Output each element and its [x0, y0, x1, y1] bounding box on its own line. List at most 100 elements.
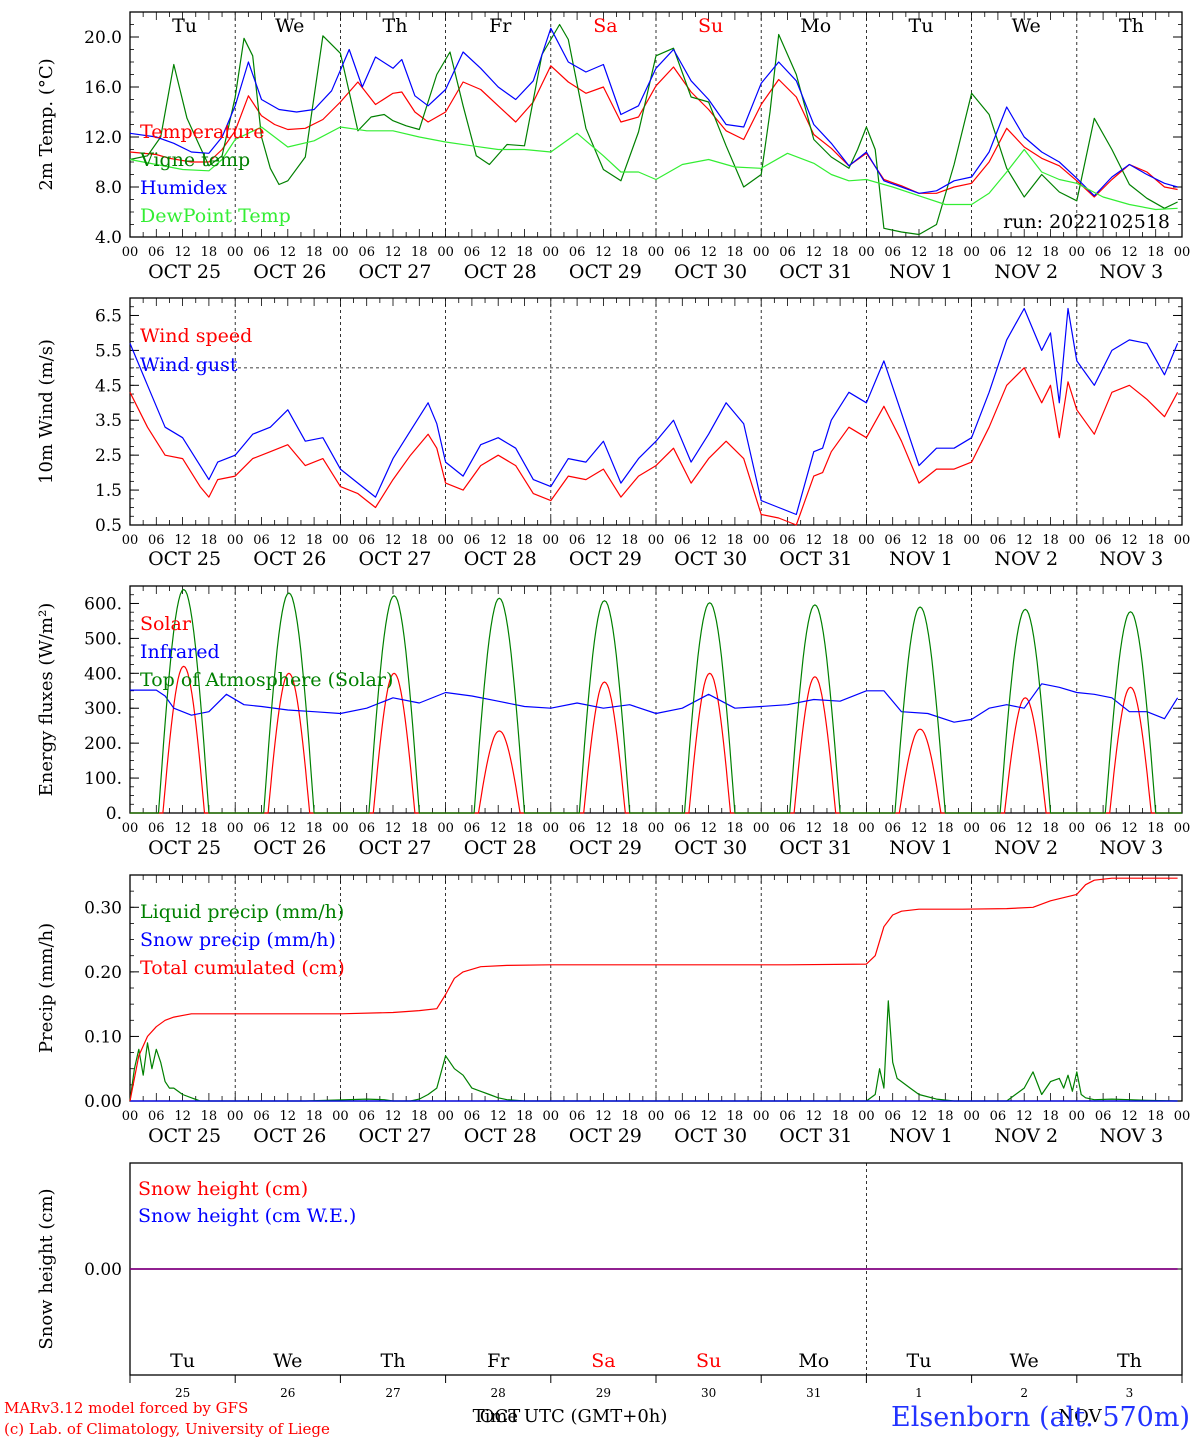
x-hour-label: 12: [385, 245, 402, 260]
legend-entry: Temperature: [140, 121, 264, 143]
x-hour-label: 06: [358, 533, 375, 548]
date-label: OCT 29: [569, 548, 642, 570]
series-line-liquid-precip-mm-h: [129, 1000, 1178, 1102]
x-hour-label: 18: [727, 533, 744, 548]
month-oct-label: OCT: [480, 1406, 521, 1427]
x-hour-label: 18: [937, 1109, 954, 1124]
legend-entry: Snow height (cm W.E.): [138, 1205, 356, 1227]
x-hour-label: 00: [122, 1109, 139, 1124]
x-hour-label: 06: [884, 245, 901, 260]
y-axis-label: 2m Temp. (°C): [36, 58, 57, 190]
y-tick-label: 0.00: [84, 1260, 122, 1280]
y-tick-label: 100.: [84, 769, 122, 789]
y-tick-label: 0.: [106, 804, 122, 824]
x-hour-label: 12: [911, 533, 928, 548]
station-title: Elsenborn (alt. 570m): [891, 1402, 1190, 1433]
x-hour-label: 18: [516, 1109, 533, 1124]
legend-entry: Vigne temp: [139, 149, 250, 171]
day-number-label: 29: [596, 1386, 611, 1400]
date-label: OCT 31: [779, 261, 852, 283]
date-label: OCT 28: [464, 261, 537, 283]
x-hour-label: 00: [227, 1109, 244, 1124]
series-line-top-of-atmosphere-solar: [130, 588, 1182, 814]
y-tick-label: 16.0: [84, 78, 122, 98]
x-hour-label: 00: [543, 821, 560, 836]
date-label: OCT 30: [674, 261, 747, 283]
legend-entry: Snow precip (mm/h): [140, 929, 336, 951]
x-hour-label: 18: [832, 1109, 849, 1124]
weekday-label: Th: [383, 15, 408, 37]
x-hour-label: 06: [358, 245, 375, 260]
x-hour-label: 00: [437, 1109, 454, 1124]
x-hour-label: 06: [990, 1109, 1007, 1124]
x-hour-label: 00: [963, 821, 980, 836]
x-hour-label: 00: [122, 245, 139, 260]
date-label: OCT 26: [253, 1125, 326, 1147]
x-hour-label: 00: [1174, 245, 1191, 260]
x-hour-label: 00: [858, 821, 875, 836]
x-hour-label: 12: [490, 533, 507, 548]
weekday-label: Fr: [489, 15, 512, 37]
x-hour-label: 12: [911, 245, 928, 260]
x-hour-label: 00: [437, 245, 454, 260]
x-hour-label: 18: [201, 821, 218, 836]
x-hour-label: 06: [569, 533, 586, 548]
x-hour-label: 18: [411, 1109, 428, 1124]
x-hour-label: 00: [858, 1109, 875, 1124]
x-hour-label: 06: [464, 821, 481, 836]
x-hour-label: 12: [700, 1109, 717, 1124]
x-hour-label: 00: [1069, 821, 1086, 836]
x-hour-label: 12: [595, 1109, 612, 1124]
x-hour-label: 00: [963, 533, 980, 548]
x-hour-label: 12: [806, 533, 823, 548]
x-hour-label: 06: [464, 533, 481, 548]
panel-wind: 0.5 1.5 2.5 3.5 4.5 5.5 6.5 10m Wind (m/s) 00 06 1…: [36, 297, 1190, 570]
date-label: OCT 26: [253, 261, 326, 283]
y-tick-label: 6.5: [95, 306, 122, 326]
date-label: NOV 3: [1100, 1125, 1164, 1147]
x-hour-label: 12: [595, 821, 612, 836]
x-hour-label: 18: [201, 533, 218, 548]
x-hour-label: 12: [806, 1109, 823, 1124]
y-tick-label: 0.10: [84, 1027, 122, 1047]
x-hour-label: 00: [122, 821, 139, 836]
x-hour-label: 12: [1016, 533, 1033, 548]
y-tick-label: 1.5: [95, 481, 122, 501]
weekday-label: Tu: [170, 1350, 195, 1372]
x-hour-label: 06: [464, 1109, 481, 1124]
x-hour-label: 00: [543, 245, 560, 260]
x-hour-label: 06: [779, 1109, 796, 1124]
x-hour-label: 12: [280, 1109, 297, 1124]
x-hour-label: 18: [621, 245, 638, 260]
day-number-label: 25: [175, 1386, 190, 1400]
legend-entry: Liquid precip (mm/h): [140, 901, 344, 923]
x-hour-label: 00: [332, 533, 349, 548]
weekday-label: We: [1010, 1350, 1039, 1372]
day-number-label: 3: [1126, 1386, 1134, 1400]
x-hour-label: 18: [201, 1109, 218, 1124]
x-hour-label: 06: [990, 821, 1007, 836]
x-hour-label: 00: [227, 533, 244, 548]
series-line-humidex: [129, 27, 1178, 197]
date-label: NOV 1: [889, 837, 953, 859]
x-hour-label: 18: [306, 821, 323, 836]
x-hour-label: 18: [201, 245, 218, 260]
x-hour-label: 06: [148, 1109, 165, 1124]
x-hour-label: 06: [779, 821, 796, 836]
x-hour-label: 18: [937, 533, 954, 548]
x-hour-label: 06: [779, 245, 796, 260]
x-hour-label: 18: [1042, 1109, 1059, 1124]
x-hour-label: 18: [1147, 1109, 1164, 1124]
x-hour-label: 00: [543, 533, 560, 548]
weekday-label: Th: [1119, 15, 1144, 37]
date-label: OCT 30: [674, 548, 747, 570]
x-hour-label: 12: [280, 821, 297, 836]
x-hour-label: 00: [963, 1109, 980, 1124]
weekday-label: Th: [1117, 1350, 1142, 1372]
y-tick-label: 0.30: [84, 898, 122, 918]
weekday-label: Sa: [593, 15, 617, 37]
x-hour-label: 18: [621, 533, 638, 548]
y-axis-label: Precip (mm/h): [36, 923, 57, 1053]
x-hour-label: 18: [832, 245, 849, 260]
